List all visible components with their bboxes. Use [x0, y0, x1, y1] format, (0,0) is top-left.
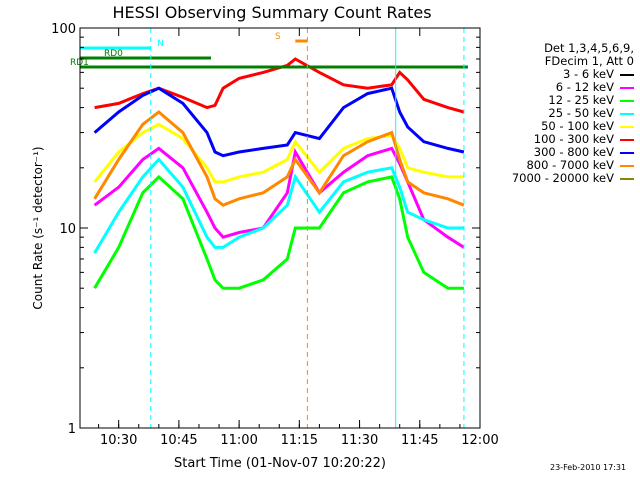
y-tick-label-0: 1 — [68, 422, 76, 437]
annotation-label-0: N — [157, 39, 164, 49]
legend-label-0: 3 - 6 keV — [563, 67, 614, 81]
legend-swatch-0 — [620, 74, 634, 76]
legend-label-4: 50 - 100 keV — [541, 119, 614, 133]
y-tick-label-2: 100 — [51, 22, 76, 37]
y-tick-label-1: 10 — [59, 222, 76, 237]
series-line-6 — [93, 86, 465, 158]
legend-label-1: 6 - 12 keV — [555, 80, 614, 94]
legend-swatch-3 — [620, 113, 634, 115]
legend-label-6: 300 - 800 keV — [533, 145, 614, 159]
legend-swatch-5 — [620, 139, 634, 141]
x-tick-label-3: 11:15 — [281, 433, 318, 448]
legend-entry-6: 300 - 800 keV — [486, 146, 636, 159]
series-line-4 — [93, 122, 464, 184]
legend-header-line-1: Det 1,3,4,5,6,9, — [544, 41, 634, 55]
annotation-label-1: RD0 — [104, 49, 123, 59]
series-line-7 — [93, 110, 465, 207]
legend-label-8: 7000 - 20000 keV — [511, 171, 614, 185]
legend-swatch-8 — [620, 178, 634, 180]
legend-entry-8: 7000 - 20000 keV — [486, 172, 636, 185]
legend-swatch-2 — [620, 100, 634, 102]
series-line-2 — [93, 174, 464, 290]
x-axis-label: Start Time (01-Nov-07 10:20:22) — [174, 456, 386, 471]
legend-header-line-2: FDecim 1, Att 0 — [544, 54, 634, 68]
legend-entry-3: 25 - 50 keV — [486, 107, 636, 120]
series-line-5 — [94, 57, 465, 114]
generated-timestamp: 23-Feb-2010 17:31 — [550, 463, 627, 472]
annotation-label-2: RD1 — [70, 58, 89, 68]
legend-rows: 3 - 6 keV 6 - 12 keV 12 - 25 keV 25 - 50 ke… — [486, 68, 636, 185]
series-line-3 — [93, 157, 464, 254]
legend-label-3: 25 - 50 keV — [548, 106, 614, 120]
legend-swatch-7 — [620, 165, 634, 167]
legend-swatch-4 — [620, 126, 634, 128]
legend-entry-1: 6 - 12 keV — [486, 81, 636, 94]
chart-title: HESSI Observing Summary Count Rates — [112, 3, 431, 22]
legend: Det 1,3,4,5,6,9, FDecim 1, Att 0 3 - 6 k… — [486, 42, 636, 185]
x-tick-label-4: 11:30 — [341, 433, 378, 448]
legend-entry-0: 3 - 6 keV — [486, 68, 636, 81]
legend-entry-7: 800 - 7000 keV — [486, 159, 636, 172]
legend-swatch-1 — [620, 87, 634, 89]
legend-label-2: 12 - 25 keV — [548, 93, 614, 107]
plot-frame — [79, 27, 481, 429]
legend-label-5: 100 - 300 keV — [533, 132, 614, 146]
x-tick-label-0: 10:30 — [100, 433, 137, 448]
x-tick-label-1: 10:45 — [160, 433, 197, 448]
annotation-label-3: S — [275, 32, 281, 42]
y-axis-label: Count Rate (s⁻¹ detector⁻¹) — [31, 146, 45, 309]
x-tick-label-5: 11:45 — [401, 433, 438, 448]
legend-label-7: 800 - 7000 keV — [526, 158, 614, 172]
axis-layer: 10:30 10:45 11:00 11:15 11:30 11:45 12:00 1 10 10… — [51, 22, 499, 448]
x-tick-label-6: 12:00 — [461, 433, 498, 448]
x-tick-label-2: 11:00 — [220, 433, 257, 448]
series-layer — [93, 57, 465, 290]
legend-entry-5: 100 - 300 keV — [486, 133, 636, 146]
legend-swatch-6 — [620, 152, 634, 154]
legend-entry-4: 50 - 100 keV — [486, 120, 636, 133]
legend-entry-2: 12 - 25 keV — [486, 94, 636, 107]
annotation-layer: N RD0 RD1 S — [70, 28, 468, 428]
